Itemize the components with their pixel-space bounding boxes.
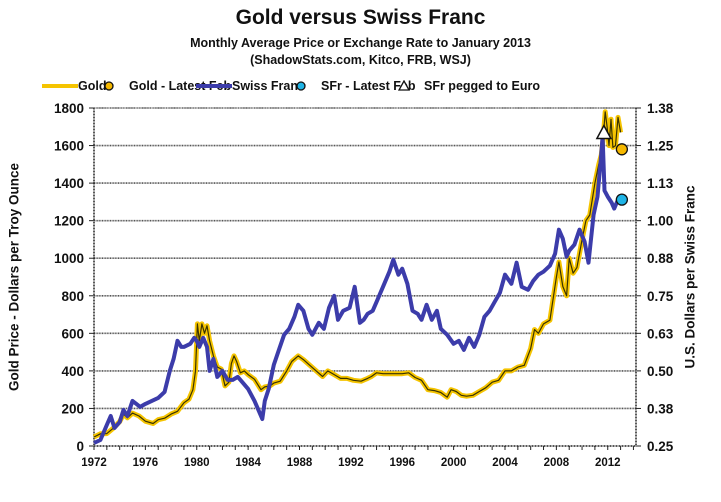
legend-item-sfr-peg: SFr pegged to Euro: [398, 77, 540, 95]
y-tick-label: 1800: [54, 101, 84, 116]
x-tick-label: 1976: [133, 457, 159, 469]
legend-franc-line-icon: [196, 84, 232, 88]
series-layer: [92, 109, 624, 445]
legend-sfr-circle-icon: [296, 81, 306, 91]
marker-gold-latest-feb: [615, 143, 629, 156]
legend-gold-circle-icon: [104, 81, 114, 91]
x-tick-label: 1996: [389, 457, 415, 469]
legend-item-franc: Swiss Franc: [196, 77, 305, 95]
y-tick-label: 1000: [54, 251, 84, 266]
series-gold-line: [93, 111, 622, 438]
legend: Gold Gold - Latest Feb Swiss Franc SFr -…: [0, 77, 721, 97]
x-tick-label: 2012: [595, 457, 621, 469]
y2-tick-label: 1.00: [647, 214, 673, 229]
x-tick-label: 2004: [492, 457, 518, 469]
x-tick-label: 1980: [184, 457, 210, 469]
legend-label: Gold - Latest Feb: [129, 79, 232, 93]
legend-item-gold-latest: Gold - Latest Feb: [103, 77, 231, 95]
x-tick-label: 1992: [338, 457, 364, 469]
x-tick-label: 1972: [81, 457, 107, 469]
y-axis-right-ticks: 0.25 0.38 0.50 0.63 0.75 0.88 1.00 1.13 1.25 1.38: [636, 101, 674, 454]
series-swiss-franc-line: [93, 134, 623, 445]
y2-tick-label: 0.63: [647, 326, 674, 341]
legend-item-gold: Gold: [42, 77, 106, 95]
legend-label: SFr - Latest Feb: [321, 79, 416, 93]
x-axis-ticks: 1972 1976 1980 1984 1988 1992 1996 2000 2004 2008…: [81, 446, 634, 469]
marker-sfr-latest-feb: [615, 193, 629, 206]
y-tick-label: 800: [61, 289, 84, 304]
y-tick-label: 1200: [54, 214, 84, 229]
y-axis-left-ticks: 0 200 400 600 800 1000 1200 1400 1600 1800: [54, 101, 94, 454]
y2-tick-label: 1.38: [647, 101, 674, 116]
marker-sfr-pegged-to-euro: [595, 123, 613, 140]
chart-subtitle: Monthly Average Price or Exchange Rate t…: [190, 36, 531, 50]
y2-tick-label: 0.50: [647, 364, 673, 379]
legend-item-sfr-latest: SFr - Latest Feb: [295, 77, 415, 95]
markers-layer: [595, 123, 629, 206]
gridlines: [94, 107, 636, 410]
y-tick-label: 400: [61, 364, 84, 379]
y2-tick-label: 0.38: [647, 401, 674, 416]
y2-tick-label: 1.25: [647, 139, 674, 154]
chart-source: (ShadowStats.com, Kitco, FRB, WSJ): [250, 53, 471, 67]
y-tick-label: 1400: [54, 176, 84, 191]
y-axis-right-label: U.S. Dollars per Swiss Franc: [682, 185, 698, 369]
y2-tick-label: 0.75: [647, 289, 674, 304]
chart-title: Gold versus Swiss Franc: [235, 6, 486, 29]
legend-gold-line-icon: [42, 84, 78, 88]
y-tick-label: 1600: [54, 139, 84, 154]
x-tick-label: 2000: [441, 457, 467, 469]
y2-tick-label: 0.88: [647, 251, 674, 266]
x-tick-label: 1988: [287, 457, 313, 469]
x-tick-label: 2008: [544, 457, 570, 469]
y2-tick-label: 1.13: [647, 176, 674, 191]
y2-tick-label: 0.25: [647, 439, 674, 454]
legend-triangle-icon: [398, 80, 410, 91]
y-tick-label: 0: [76, 439, 84, 454]
legend-label: SFr pegged to Euro: [424, 79, 540, 93]
y-axis-left-label: Gold Price - Dollars per Troy Ounce: [6, 162, 22, 392]
legend-label: Gold: [78, 79, 107, 93]
y-tick-label: 200: [61, 401, 84, 416]
x-tick-label: 1984: [235, 457, 261, 469]
legend-label: Swiss Franc: [232, 79, 305, 93]
y-tick-label: 600: [61, 326, 84, 341]
